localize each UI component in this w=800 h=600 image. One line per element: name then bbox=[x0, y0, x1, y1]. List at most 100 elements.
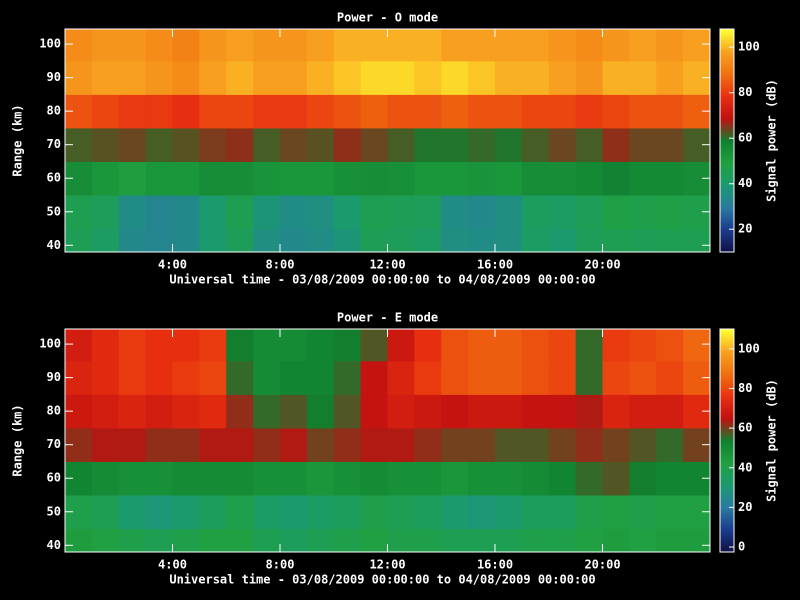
colorbar-step bbox=[720, 50, 734, 52]
colorbar-step bbox=[720, 462, 734, 464]
colorbar-step bbox=[720, 442, 734, 444]
colorbar-step bbox=[720, 535, 734, 537]
heatmap-cell bbox=[468, 127, 496, 162]
colorbar-step bbox=[720, 46, 734, 48]
colorbar-step bbox=[720, 483, 734, 485]
colorbar-step bbox=[720, 141, 734, 143]
colorbar-step bbox=[720, 361, 734, 363]
heatmap-cell bbox=[199, 427, 227, 462]
colorbar-step bbox=[720, 121, 734, 123]
colorbar-step bbox=[720, 47, 734, 49]
colorbar-step bbox=[720, 169, 734, 171]
colorbar-step bbox=[720, 133, 734, 135]
colorbar-step bbox=[720, 376, 734, 378]
colorbar-step bbox=[720, 379, 734, 381]
x-tick-label: 20:00 bbox=[584, 558, 620, 572]
colorbar-step bbox=[720, 468, 734, 470]
colorbar-step bbox=[720, 420, 734, 422]
y-tick-label: 70 bbox=[47, 437, 61, 451]
colorbar-step bbox=[720, 107, 734, 109]
colorbar-step bbox=[720, 240, 734, 242]
heatmap-cell bbox=[575, 194, 603, 230]
colorbar-step bbox=[720, 136, 734, 138]
heatmap-cell bbox=[521, 127, 550, 162]
colorbar-step bbox=[720, 417, 734, 419]
heatmap-cell bbox=[145, 461, 173, 496]
colorbar-step bbox=[720, 493, 734, 495]
heatmap-cell bbox=[387, 60, 415, 95]
colorbar-step bbox=[720, 402, 734, 404]
heatmap-cell bbox=[280, 94, 308, 129]
colorbar-step bbox=[720, 81, 734, 83]
colorbar-step bbox=[720, 375, 734, 377]
y-tick-label: 50 bbox=[47, 504, 61, 518]
heatmap-cell bbox=[656, 127, 684, 162]
colorbar-step bbox=[720, 431, 734, 433]
heatmap-cell bbox=[602, 161, 630, 196]
heatmap-cell bbox=[575, 494, 603, 530]
colorbar-step bbox=[720, 401, 734, 403]
colorbar-step bbox=[720, 409, 734, 411]
colorbar-step bbox=[720, 48, 734, 50]
colorbar-step bbox=[720, 418, 734, 420]
heatmap-cell bbox=[602, 394, 630, 429]
colorbar-step bbox=[720, 219, 734, 221]
heatmap-cell bbox=[199, 394, 227, 429]
colorbar-step bbox=[720, 236, 734, 238]
colorbar-step bbox=[720, 120, 734, 122]
heatmap-cell bbox=[172, 427, 200, 462]
colorbar-step bbox=[720, 172, 734, 174]
heatmap-cell bbox=[253, 329, 281, 362]
heatmap-cell bbox=[360, 161, 388, 196]
colorbar-step bbox=[720, 524, 734, 526]
heatmap-cell bbox=[656, 427, 684, 462]
heatmap-cell bbox=[145, 60, 173, 95]
colorbar-step bbox=[720, 45, 734, 47]
colorbar-step bbox=[720, 490, 734, 492]
heatmap-cell bbox=[306, 194, 335, 230]
colorbar-step bbox=[720, 347, 734, 349]
heatmap-cell bbox=[253, 161, 281, 196]
heatmap-cell bbox=[521, 29, 550, 62]
colorbar-step bbox=[720, 34, 734, 36]
heatmap-cell bbox=[199, 360, 227, 395]
heatmap-cell bbox=[253, 60, 281, 95]
heatmap-cell bbox=[575, 228, 603, 252]
heatmap-cell bbox=[333, 394, 362, 429]
colorbar-step bbox=[720, 446, 734, 448]
colorbar-step bbox=[720, 241, 734, 243]
colorbar-step bbox=[720, 510, 734, 512]
colorbar-step bbox=[720, 153, 734, 155]
colorbar-step bbox=[720, 332, 734, 334]
heatmap-cell bbox=[656, 329, 684, 362]
heatmap-cell bbox=[548, 360, 577, 395]
heatmap-cell bbox=[360, 394, 388, 429]
colorbar-step bbox=[720, 428, 734, 430]
colorbar-step bbox=[720, 106, 734, 108]
heatmap-cell bbox=[495, 528, 523, 552]
colorbar-step bbox=[720, 148, 734, 150]
heatmap-cell bbox=[495, 494, 523, 530]
colorbar-step bbox=[720, 507, 734, 509]
heatmap-cell bbox=[226, 494, 254, 530]
heatmap-cell bbox=[468, 161, 496, 196]
colorbar-step bbox=[720, 53, 734, 55]
heatmap-cell bbox=[548, 29, 577, 62]
heatmap-cell bbox=[280, 29, 308, 62]
heatmap-cell bbox=[495, 29, 523, 62]
heatmap-cell bbox=[414, 161, 442, 196]
heatmap-cell bbox=[226, 329, 254, 362]
heatmap-cell bbox=[602, 329, 630, 362]
colorbar-step bbox=[720, 72, 734, 74]
colorbar-step bbox=[720, 520, 734, 522]
colorbar-step bbox=[720, 540, 734, 542]
heatmap-cell bbox=[629, 360, 657, 395]
colorbar-step bbox=[720, 499, 734, 501]
colorbar-step bbox=[720, 237, 734, 239]
heatmap-cell bbox=[414, 394, 442, 429]
colorbar-step bbox=[720, 494, 734, 496]
colorbar-step bbox=[720, 193, 734, 195]
colorbar-step bbox=[720, 386, 734, 388]
colorbar-step bbox=[720, 484, 734, 486]
colorbar-step bbox=[720, 82, 734, 84]
